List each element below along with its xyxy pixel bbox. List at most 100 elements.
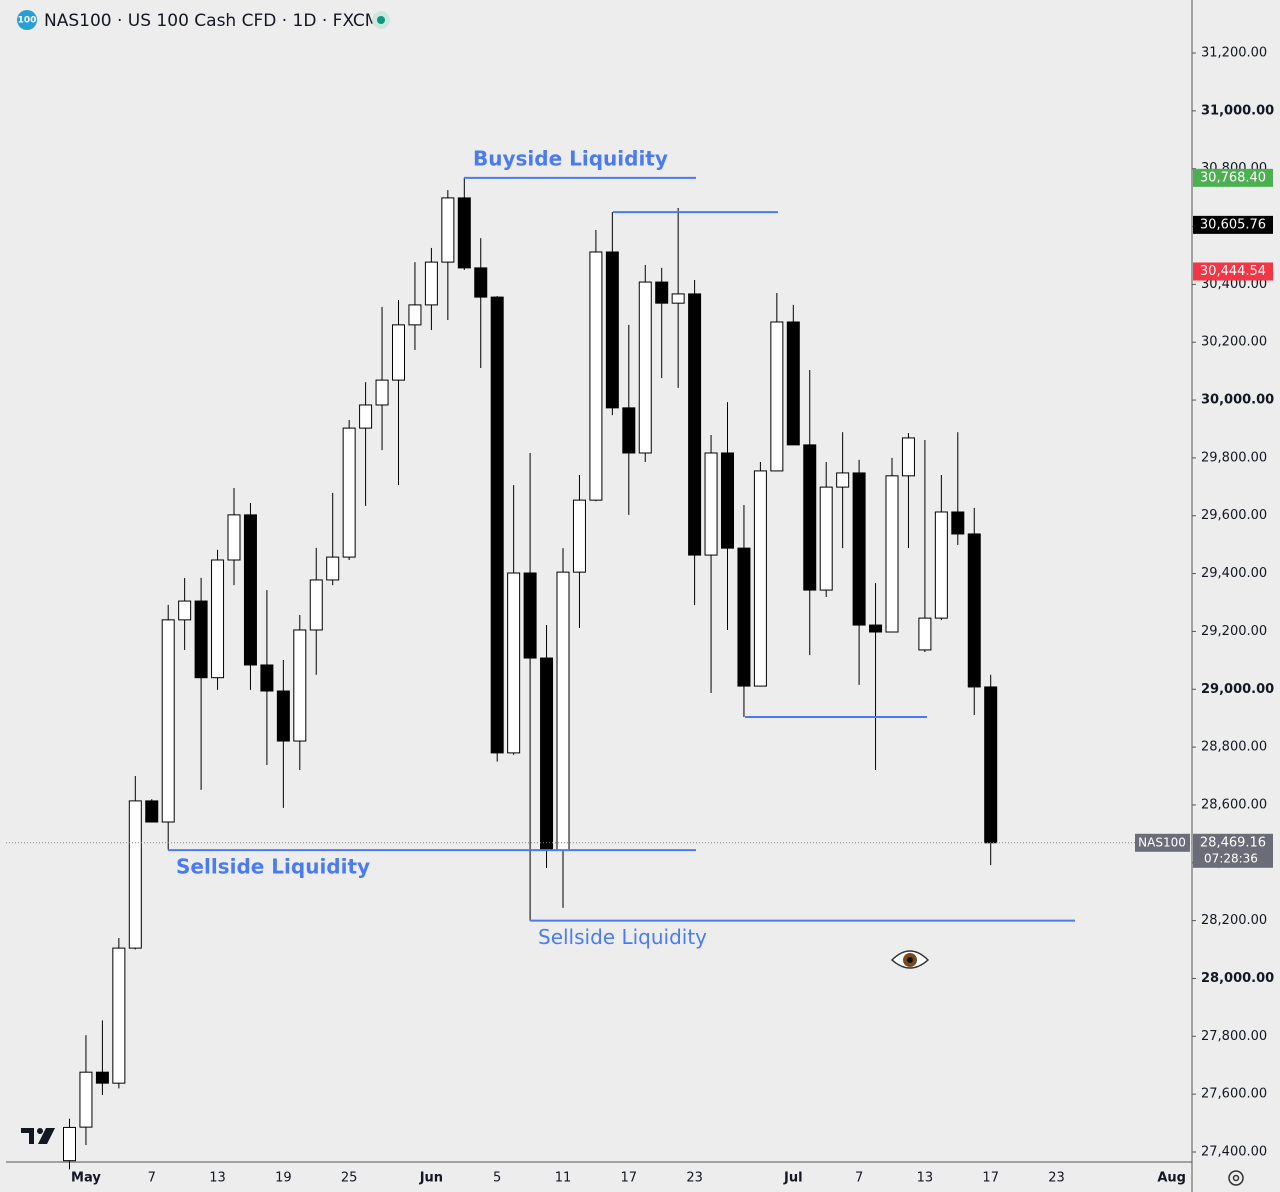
x-tick-label: 13	[917, 1171, 934, 1186]
eye-pupil	[907, 957, 913, 963]
candle-body	[737, 547, 751, 687]
candle-body	[161, 619, 175, 823]
status-dot	[377, 16, 385, 24]
candle-body	[424, 261, 438, 306]
y-tick-label: 28,000.00	[1201, 971, 1274, 986]
last-symbol: NAS100	[1138, 835, 1186, 849]
candle-body	[753, 470, 767, 687]
logo-dot	[37, 1128, 43, 1134]
last-price-box	[1193, 833, 1273, 868]
last-symbol-box	[1135, 833, 1190, 852]
y-tick-label: 28,600.00	[1201, 797, 1267, 812]
price-label-box	[1193, 215, 1273, 234]
y-tick-label: 31,000.00	[1201, 103, 1274, 118]
x-tick-label: 13	[209, 1171, 226, 1186]
settings-hub[interactable]	[1232, 1174, 1240, 1182]
candle-body	[984, 686, 998, 844]
y-tick-label: 27,600.00	[1201, 1087, 1267, 1102]
price-label-box	[1193, 262, 1273, 281]
candle-body	[572, 499, 586, 573]
candle-body	[967, 533, 981, 688]
candle-body	[885, 475, 899, 633]
price-label-box	[1193, 168, 1273, 187]
x-tick-label: 17	[621, 1171, 638, 1186]
candles	[63, 177, 998, 1170]
y-tick-label: 31,200.00	[1201, 46, 1267, 61]
settings-gear[interactable]	[1228, 1170, 1244, 1186]
liquidity-label: Buyside Liquidity	[473, 146, 668, 170]
candle-body	[79, 1071, 93, 1128]
candle-body	[688, 293, 702, 556]
candle-body	[276, 690, 290, 742]
x-tick-label: 7	[855, 1171, 863, 1186]
symbol-badge: 100	[18, 16, 37, 26]
candle-body	[934, 511, 948, 619]
y-tick-label: 29,800.00	[1201, 450, 1267, 465]
candle-body	[178, 600, 192, 621]
y-tick-label: 27,800.00	[1201, 1029, 1267, 1044]
candle-body	[605, 251, 619, 409]
candle-body	[260, 664, 274, 692]
x-tick-label: 17	[982, 1171, 999, 1186]
candle-body	[786, 321, 800, 446]
y-tick-label: 29,200.00	[1201, 624, 1267, 639]
candle-body	[523, 572, 537, 659]
candle-body	[770, 321, 784, 472]
candle-body	[852, 472, 866, 626]
price-label: 30,768.40	[1200, 170, 1266, 185]
chart-title: NAS100 · US 100 Cash CFD · 1D · FXCM	[44, 11, 379, 31]
candle-body	[556, 571, 570, 851]
y-tick-label: 29,000.00	[1201, 682, 1274, 697]
x-tick-label: 23	[686, 1171, 703, 1186]
candle-body	[918, 617, 932, 651]
candle-body	[243, 514, 257, 666]
candle-body	[721, 452, 734, 549]
candle-body	[901, 437, 915, 477]
eye-icon	[890, 950, 930, 969]
tv-logo	[21, 1128, 55, 1144]
last-price-label: 28,469.16	[1200, 835, 1266, 850]
y-tick-label: 29,400.00	[1201, 566, 1267, 581]
y-tick-label: 30,200.00	[1201, 335, 1267, 350]
settings-icon[interactable]	[1228, 1170, 1244, 1186]
candle-body	[589, 251, 603, 501]
candle-body	[359, 404, 373, 429]
candle-body	[671, 293, 685, 304]
candle-body	[392, 324, 405, 381]
liquidity-label: Sellside Liquidity	[176, 855, 370, 879]
candle-body	[457, 197, 471, 269]
candle-body	[375, 379, 389, 406]
x-tick-label: 5	[493, 1171, 501, 1186]
candle-body	[95, 1071, 109, 1084]
x-tick-label: 19	[275, 1171, 292, 1186]
candle-body	[655, 281, 669, 304]
x-tick-label: May	[71, 1171, 101, 1186]
candle-body	[819, 486, 833, 591]
header: 100 NAS100 · US 100 Cash CFD · 1D · FXCM	[17, 10, 390, 31]
x-tick-label: 11	[555, 1171, 572, 1186]
candle-body	[194, 600, 208, 679]
candle-body	[342, 427, 356, 558]
y-tick-label: 28,200.00	[1201, 913, 1267, 928]
candle-body	[128, 800, 142, 949]
x-tick-label: Jun	[419, 1171, 443, 1186]
y-tick-label: 30,400.00	[1201, 277, 1267, 292]
x-tick-label: 7	[148, 1171, 156, 1186]
candle-body	[309, 579, 323, 631]
candle-body	[507, 572, 521, 754]
candle-body	[145, 800, 159, 823]
x-tick-label: 23	[1048, 1171, 1065, 1186]
x-tick-label: 25	[341, 1171, 358, 1186]
candle-body	[211, 559, 225, 679]
candle-body	[951, 511, 965, 535]
y-tick-label: 29,600.00	[1201, 508, 1267, 523]
candle-body	[112, 947, 126, 1084]
candle-body	[474, 267, 488, 298]
y-tick-label: 27,400.00	[1201, 1144, 1267, 1159]
candle-body	[441, 197, 455, 263]
candle-body	[540, 657, 554, 851]
x-tick-label: Jul	[783, 1171, 803, 1186]
price-label: 30,605.76	[1200, 217, 1266, 232]
symbol-badge-circle	[17, 10, 37, 30]
